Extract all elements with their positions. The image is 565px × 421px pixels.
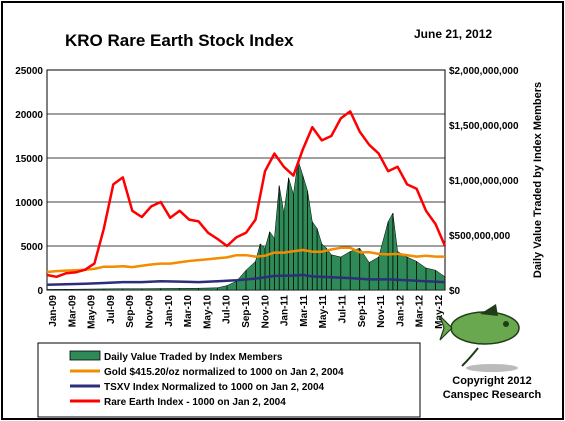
y-axis-left: 25000 20000 15000 10000 5000 0 <box>15 66 43 297</box>
y2-tick-label: $1,000,000,000 <box>449 176 519 187</box>
x-tick-label: Sep-09 <box>125 295 136 328</box>
y-tick-label: 5000 <box>21 242 44 253</box>
y2-tick-label: $0 <box>449 286 461 297</box>
copyright-line-2: Canspec Research <box>443 389 542 401</box>
x-tick-label: May-10 <box>202 295 213 329</box>
y2-tick-label: $2,000,000,000 <box>449 66 519 77</box>
x-tick-label: Mar-09 <box>67 295 78 328</box>
x-tick-label: May-09 <box>87 295 98 329</box>
x-tick-label: Nov-11 <box>376 295 387 328</box>
y2-tick-label: $1,500,000,000 <box>449 121 519 132</box>
x-tick-label: Jul-10 <box>222 295 233 324</box>
legend-label: TSXV Index Normalized to 1000 on Jan 2, … <box>104 382 325 393</box>
series-line <box>46 110 447 279</box>
x-tick-label: Jan-11 <box>280 295 291 327</box>
y-tick-label: 0 <box>37 286 43 297</box>
series-bar-area <box>46 160 446 291</box>
y2-tick-label: $500,000,000 <box>449 231 511 242</box>
chart-title: KRO Rare Earth Stock Index <box>65 31 294 50</box>
x-tick-label: Jul-09 <box>106 295 117 324</box>
series-lines <box>46 110 447 286</box>
legend-label: Rare Earth Index - 1000 on Jan 2, 2004 <box>104 397 286 408</box>
y-axis-right: $2,000,000,000 $1,500,000,000 $1,000,000,0… <box>449 66 519 297</box>
legend-box <box>37 342 421 418</box>
x-tick-label: Jul-11 <box>338 295 349 324</box>
x-tick-label: Mar-12 <box>415 295 426 328</box>
x-tick-label: Mar-10 <box>183 295 194 328</box>
x-tick-label: May-12 <box>434 295 445 329</box>
y-tick-label: 20000 <box>15 110 43 121</box>
legend-label: Daily Value Traded by Index Members <box>104 352 283 363</box>
x-tick-label: Mar-11 <box>299 295 310 327</box>
x-axis: Jan-09 Mar-09 May-09 Jul-09 Sep-09 Nov-09 Jan-… <box>48 295 445 329</box>
legend-swatch <box>69 350 101 361</box>
x-tick-label: May-11 <box>318 295 329 329</box>
x-tick-label: Sep-11 <box>357 295 368 328</box>
fish-logo <box>439 304 520 372</box>
x-tick-label: Sep-10 <box>241 295 252 328</box>
y-tick-label: 25000 <box>15 66 43 77</box>
x-tick-label: Jan-12 <box>395 295 406 327</box>
y-tick-label: 15000 <box>15 154 43 165</box>
y-tick-label: 10000 <box>15 198 43 209</box>
chart-date: June 21, 2012 <box>414 27 492 41</box>
y2-axis-label: Daily Value Traded by Index Members <box>532 82 544 278</box>
gridlines <box>47 113 445 247</box>
legend-label: Gold $415.20/oz normalized to 1000 on Ja… <box>104 367 344 378</box>
x-tick-label: Nov-09 <box>145 295 156 329</box>
x-tick-label: Jan-10 <box>164 295 175 327</box>
series-line <box>46 273 446 286</box>
copyright-line-1: Copyright 2012 <box>452 375 531 387</box>
x-tick-label: Jan-09 <box>48 295 59 327</box>
series-line <box>46 246 445 274</box>
legend: Daily Value Traded by Index Members Gold … <box>37 342 421 418</box>
x-tick-label: Nov-10 <box>260 295 271 329</box>
